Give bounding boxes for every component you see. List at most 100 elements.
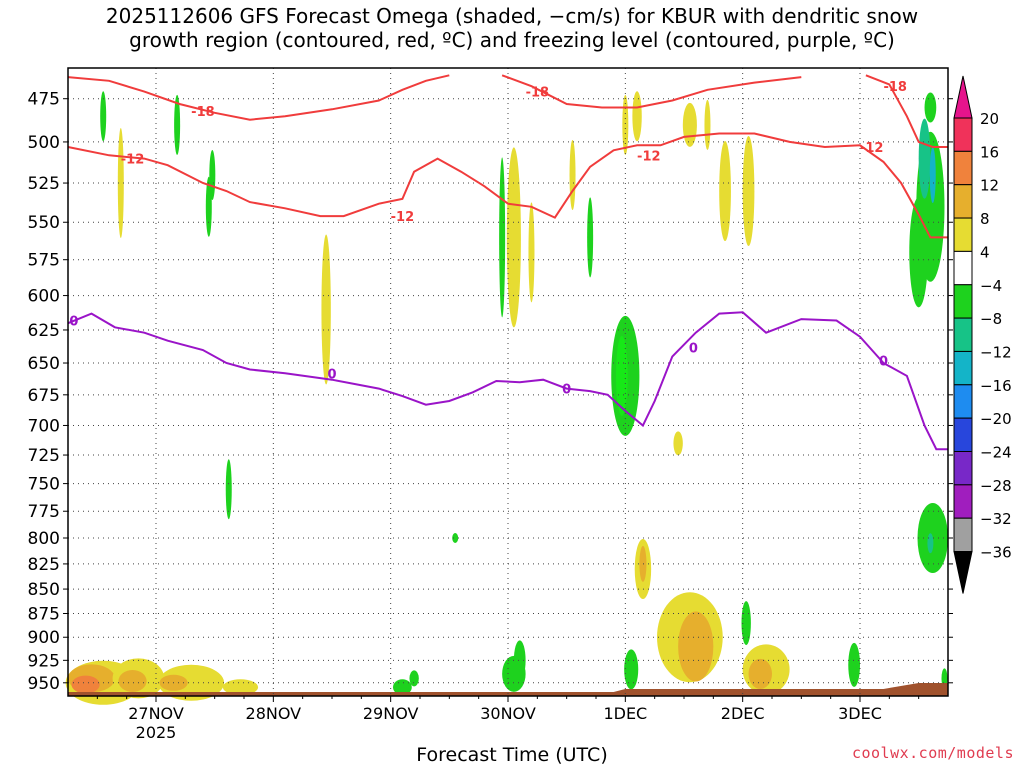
omega-shade-blob	[624, 649, 639, 690]
omega-shade-blob	[639, 545, 647, 582]
x-tick-label: 28NOV	[246, 704, 302, 723]
colorbar-label: −16	[980, 377, 1012, 395]
y-tick-label: 675	[28, 386, 60, 406]
y-tick-label: 875	[28, 605, 60, 625]
omega-shade-blob	[678, 611, 714, 682]
contour-label: 0	[879, 354, 888, 369]
colorbar-label: −28	[980, 477, 1012, 495]
contour-layer: -18 -18 -18 -12 -12 -12 -12 0 0 0 0 0	[67, 74, 948, 451]
omega-shade-blob	[321, 234, 331, 385]
colorbar-swatch	[953, 250, 973, 286]
contour-label: -18	[526, 86, 550, 101]
contour-label: -18	[191, 105, 215, 120]
y-tick-label: 750	[28, 475, 60, 495]
source-credit: coolwx.com/models	[851, 744, 1014, 762]
contour-label: -18	[883, 80, 907, 95]
y-tick-label: 775	[28, 502, 60, 522]
omega-shade-blob	[615, 335, 628, 416]
omega-shade-blob	[704, 99, 711, 150]
x-tick-sublabel: 2025	[136, 723, 177, 742]
y-tick-label: 550	[28, 213, 60, 233]
contour-label: -12	[860, 141, 884, 156]
omega-shade-blob	[452, 532, 459, 543]
colorbar-label: 12	[980, 177, 999, 195]
contour-label: 0	[69, 314, 78, 329]
contour-label: 0	[562, 383, 571, 398]
colorbar-label: −12	[980, 343, 1012, 361]
x-axis-title: Forecast Time (UTC)	[416, 744, 608, 766]
y-tick-label: 925	[28, 651, 60, 671]
colorbar-label: 20	[980, 110, 999, 128]
omega-shade-blob	[741, 601, 751, 646]
contour-line-minus18	[67, 74, 450, 121]
chart-title-line1: 2025112606 GFS Forecast Omega (shaded, −…	[105, 4, 919, 28]
colorbar-label: −20	[980, 410, 1012, 428]
colorbar-swatch	[953, 417, 973, 452]
contour-label: -12	[391, 210, 415, 225]
colorbar-swatch	[953, 384, 973, 419]
colorbar-label: −36	[980, 544, 1012, 562]
y-tick-label: 725	[28, 446, 60, 466]
colorbar-swatch	[953, 350, 973, 386]
colorbar: 20 16 12 8 4 −4 −8 −12 −16 −20 −24 −28 −32 −36	[953, 75, 1012, 594]
omega-shade-blob	[71, 675, 100, 694]
y-tick-label: 700	[28, 416, 60, 436]
omega-shading-layer	[65, 91, 948, 705]
x-tick-label: 29NOV	[363, 704, 419, 723]
contour-line-minus18	[865, 74, 948, 148]
contour-label: 0	[689, 341, 698, 356]
omega-shade-blob	[569, 139, 576, 210]
chart-title: 2025112606 GFS Forecast Omega (shaded, −…	[0, 4, 1024, 52]
colorbar-label: −24	[980, 444, 1012, 462]
contour-line-minus12	[67, 132, 948, 239]
colorbar-swatch	[953, 217, 973, 252]
y-tick-label: 525	[28, 174, 60, 194]
omega-shade-blob	[587, 197, 594, 278]
y-axis: 475 500 525 550 575 600 625 650 675 700 725 750 775 8…	[28, 90, 953, 694]
omega-shade-blob	[222, 679, 259, 696]
y-tick-label: 850	[28, 580, 60, 600]
colorbar-top-arrow	[953, 75, 973, 119]
y-tick-label: 625	[28, 321, 60, 341]
colorbar-swatch	[953, 150, 973, 186]
colorbar-label: 16	[980, 143, 999, 161]
colorbar-label: −8	[980, 310, 1002, 328]
omega-shade-blob	[528, 202, 535, 303]
colorbar-swatch	[953, 284, 973, 319]
omega-shade-blob	[409, 670, 419, 687]
colorbar-swatch	[953, 184, 973, 219]
y-tick-label: 950	[28, 674, 60, 694]
x-tick-label: 2DEC	[721, 704, 765, 723]
colorbar-label: −32	[980, 510, 1012, 528]
y-tick-label: 825	[28, 555, 60, 575]
omega-shade-blob	[848, 642, 861, 687]
x-tick-label: 27NOV	[128, 704, 184, 723]
omega-shade-blob	[225, 459, 232, 520]
omega-shade-blob	[513, 640, 526, 681]
y-tick-label: 500	[28, 133, 60, 153]
terrain-strip	[68, 683, 948, 696]
omega-shade-blob	[393, 679, 412, 696]
omega-shade-blob	[100, 91, 107, 142]
y-tick-label: 800	[28, 529, 60, 549]
colorbar-swatch	[953, 484, 973, 519]
contour-label: 0	[327, 367, 336, 382]
y-tick-label: 600	[28, 287, 60, 307]
omega-shade-blob	[682, 102, 697, 147]
omega-shade-blob	[719, 141, 731, 242]
omega-shade-blob	[924, 92, 937, 123]
colorbar-bottom-arrow	[953, 551, 973, 594]
omega-shade-blob	[929, 146, 936, 203]
contour-label: -12	[121, 153, 145, 168]
y-tick-label: 900	[28, 628, 60, 648]
contour-label: -12	[637, 149, 661, 164]
y-tick-label: 475	[28, 90, 60, 110]
omega-shade-blob	[174, 94, 181, 155]
colorbar-swatch	[953, 451, 973, 486]
colorbar-swatch	[953, 517, 973, 553]
grid-lines	[68, 68, 948, 696]
y-tick-label: 650	[28, 354, 60, 374]
x-tick-label: 3DEC	[838, 704, 882, 723]
